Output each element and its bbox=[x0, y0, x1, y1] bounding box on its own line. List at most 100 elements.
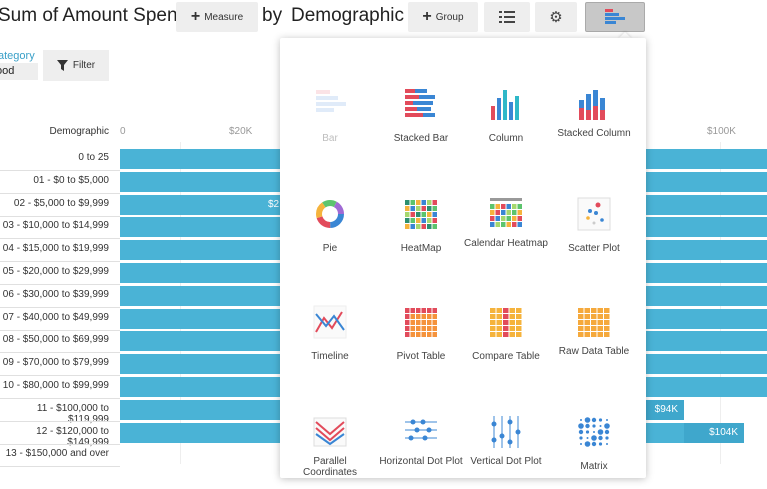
scatter-plot-icon bbox=[577, 197, 611, 231]
bar-chart-icon bbox=[605, 9, 625, 24]
category-label: 01 - $0 to $5,000 bbox=[33, 174, 109, 186]
pie-chart-icon bbox=[316, 200, 344, 228]
plus-icon: + bbox=[190, 8, 201, 25]
chart-type-label: Pie bbox=[322, 243, 338, 254]
add-measure-button[interactable]: + Measure bbox=[176, 2, 258, 32]
row-divider bbox=[0, 306, 120, 308]
bar-chart-icon bbox=[316, 90, 346, 112]
category-label: 02 - $5,000 to $9,999 bbox=[13, 197, 109, 209]
timeline-icon bbox=[313, 305, 347, 339]
gear-icon: ⚙ bbox=[549, 9, 563, 26]
row-divider bbox=[0, 238, 120, 240]
chart-type-option[interactable]: Column bbox=[462, 56, 550, 161]
add-group-button[interactable]: + Group bbox=[408, 2, 478, 32]
chart-type-popup: Bar Stacked Bar Column Stacked Column Pie Hea… bbox=[280, 38, 646, 478]
chart-type-button[interactable] bbox=[585, 2, 645, 32]
category-label: 12 - $120,000 to $149,999 bbox=[36, 425, 109, 448]
chart-type-label: Stacked Bar bbox=[393, 133, 449, 144]
row-divider bbox=[0, 192, 120, 194]
stacked-column-chart-icon bbox=[579, 90, 605, 120]
x-tick-label: 0 bbox=[120, 126, 126, 137]
settings-button[interactable]: ⚙ bbox=[535, 2, 577, 32]
category-label: 04 - $15,000 to $19,999 bbox=[2, 243, 109, 255]
heatmap-icon bbox=[405, 200, 437, 229]
row-divider bbox=[0, 215, 120, 217]
category-label: 05 - $20,000 to $29,999 bbox=[2, 266, 109, 277]
row-divider bbox=[0, 261, 120, 263]
filter-button-label: Filter bbox=[72, 60, 96, 71]
chart-type-option[interactable]: Calendar Heatmap bbox=[462, 166, 550, 271]
column-chart-icon bbox=[491, 90, 519, 120]
chart-type-label: Matrix bbox=[580, 461, 608, 472]
list-icon bbox=[499, 11, 515, 23]
chart-type-label: Pivot Table bbox=[396, 351, 446, 362]
calendar-heatmap-icon bbox=[490, 198, 522, 227]
category-label: 11 - $100,000 to $119,999 bbox=[36, 402, 109, 425]
parallel-coordinates-icon bbox=[313, 417, 347, 447]
filter-button[interactable]: Filter bbox=[43, 50, 109, 81]
chart-type-option[interactable]: Bar bbox=[286, 56, 374, 161]
horizontal-dot-plot-icon bbox=[405, 419, 437, 441]
chart-type-label: Bar bbox=[322, 133, 338, 144]
x-tick-label: $20K bbox=[229, 126, 253, 137]
funnel-icon bbox=[56, 60, 68, 71]
measure-button-label: Measure bbox=[204, 11, 244, 23]
bar-value-label: $2 bbox=[268, 198, 280, 210]
category-filter-value[interactable]: ood bbox=[0, 63, 38, 80]
row-divider bbox=[0, 466, 120, 468]
chart-type-option[interactable]: Pie bbox=[286, 166, 374, 271]
category-filter-label: ategory bbox=[0, 50, 35, 62]
chart-type-label: Parallel Coordinates bbox=[303, 456, 357, 478]
by-label: by bbox=[262, 5, 283, 26]
dimension-name[interactable]: Demographic bbox=[291, 5, 404, 26]
popup-arrow bbox=[618, 32, 632, 39]
chart-type-label: Timeline bbox=[311, 351, 349, 362]
chart-type-option[interactable]: Parallel Coordinates bbox=[286, 384, 374, 489]
chart-type-option[interactable]: Stacked Bar bbox=[377, 56, 465, 161]
matrix-icon bbox=[578, 417, 610, 447]
category-label: 10 - $80,000 to $99,999 bbox=[2, 380, 109, 391]
chart-type-option[interactable]: Raw Data Table bbox=[550, 274, 638, 379]
vertical-dot-plot-icon bbox=[491, 416, 521, 448]
plus-icon: + bbox=[422, 8, 432, 25]
chart-type-label: Compare Table bbox=[472, 351, 540, 362]
row-divider bbox=[0, 375, 120, 377]
chart-type-option[interactable]: Stacked Column bbox=[550, 56, 638, 161]
category-label: 03 - $10,000 to $14,999 bbox=[2, 220, 109, 232]
row-divider bbox=[0, 398, 120, 399]
category-label: 0 to 25 bbox=[78, 152, 109, 163]
chart-type-option[interactable]: Scatter Plot bbox=[550, 166, 638, 271]
group-button-label: Group bbox=[435, 11, 464, 23]
chart-type-option[interactable]: Vertical Dot Plot bbox=[462, 384, 550, 489]
category-label: 09 - $70,000 to $79,999 bbox=[2, 357, 109, 369]
chart-type-option[interactable]: Matrix bbox=[550, 384, 638, 489]
compare-table-icon bbox=[490, 308, 522, 337]
y-axis-header: Demographic bbox=[49, 126, 109, 137]
bar-value-label: $104K bbox=[684, 422, 744, 443]
chart-type-label: Calendar Heatmap bbox=[464, 238, 548, 249]
row-divider bbox=[0, 284, 120, 285]
row-divider bbox=[0, 329, 120, 331]
raw-data-table-icon bbox=[578, 308, 610, 337]
category-label: 06 - $30,000 to $39,999 bbox=[2, 288, 109, 300]
stacked-bar-chart-icon bbox=[405, 89, 435, 117]
chart-type-option[interactable]: HeatMap bbox=[377, 166, 465, 271]
chart-type-option[interactable]: Pivot Table bbox=[377, 274, 465, 379]
chart-type-option[interactable]: Timeline bbox=[286, 274, 374, 379]
chart-type-label: Horizontal Dot Plot bbox=[379, 456, 463, 467]
chart-type-option[interactable]: Horizontal Dot Plot bbox=[377, 384, 465, 489]
chart-type-label: Vertical Dot Plot bbox=[470, 456, 542, 467]
chart-type-label: HeatMap bbox=[400, 243, 442, 254]
chart-type-option[interactable]: Compare Table bbox=[462, 274, 550, 379]
chart-type-label: Column bbox=[488, 133, 524, 144]
row-divider bbox=[0, 443, 120, 445]
chart-type-label: Stacked Column bbox=[557, 128, 631, 139]
x-tick-label: $100K bbox=[707, 126, 736, 137]
chart-type-label: Scatter Plot bbox=[568, 243, 620, 254]
row-divider bbox=[0, 420, 120, 422]
list-view-button[interactable] bbox=[484, 2, 530, 32]
row-divider bbox=[0, 352, 120, 354]
category-label: 13 - $150,000 and over bbox=[5, 448, 109, 460]
category-label: 07 - $40,000 to $49,999 bbox=[2, 311, 109, 323]
chart-title: Sum of Amount Spent bbox=[0, 5, 183, 26]
